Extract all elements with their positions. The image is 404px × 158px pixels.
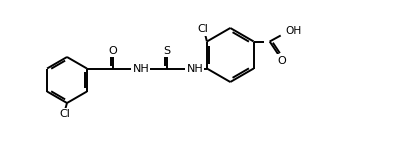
Text: NH: NH <box>187 64 203 73</box>
Text: O: O <box>109 46 117 55</box>
Text: O: O <box>277 55 286 66</box>
Text: S: S <box>163 46 170 55</box>
Text: Cl: Cl <box>59 109 70 119</box>
Text: Cl: Cl <box>198 24 208 34</box>
Text: NH: NH <box>133 64 149 73</box>
Text: OH: OH <box>286 27 302 36</box>
